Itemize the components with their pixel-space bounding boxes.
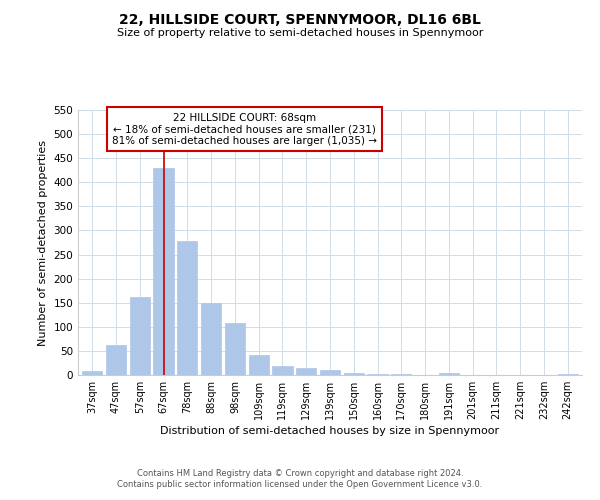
Text: 22 HILLSIDE COURT: 68sqm
← 18% of semi-detached houses are smaller (231)
81% of : 22 HILLSIDE COURT: 68sqm ← 18% of semi-d… bbox=[112, 112, 377, 146]
Bar bbox=[106, 345, 126, 375]
Bar bbox=[557, 374, 578, 375]
Bar bbox=[439, 372, 459, 375]
Bar bbox=[344, 372, 364, 375]
Y-axis label: Number of semi-detached properties: Number of semi-detached properties bbox=[38, 140, 48, 346]
Text: Contains HM Land Registry data © Crown copyright and database right 2024.: Contains HM Land Registry data © Crown c… bbox=[137, 468, 463, 477]
Bar bbox=[201, 303, 221, 375]
Bar bbox=[225, 323, 245, 375]
Bar bbox=[296, 368, 316, 375]
Bar bbox=[367, 374, 388, 375]
Bar bbox=[320, 370, 340, 375]
Bar bbox=[272, 366, 293, 375]
Bar bbox=[82, 371, 103, 375]
Bar bbox=[130, 298, 150, 375]
Bar bbox=[248, 355, 269, 375]
X-axis label: Distribution of semi-detached houses by size in Spennymoor: Distribution of semi-detached houses by … bbox=[160, 426, 500, 436]
Bar bbox=[391, 374, 412, 375]
Text: Size of property relative to semi-detached houses in Spennymoor: Size of property relative to semi-detach… bbox=[117, 28, 483, 38]
Text: Contains public sector information licensed under the Open Government Licence v3: Contains public sector information licen… bbox=[118, 480, 482, 489]
Text: 22, HILLSIDE COURT, SPENNYMOOR, DL16 6BL: 22, HILLSIDE COURT, SPENNYMOOR, DL16 6BL bbox=[119, 12, 481, 26]
Bar bbox=[154, 168, 173, 375]
Bar bbox=[177, 241, 197, 375]
